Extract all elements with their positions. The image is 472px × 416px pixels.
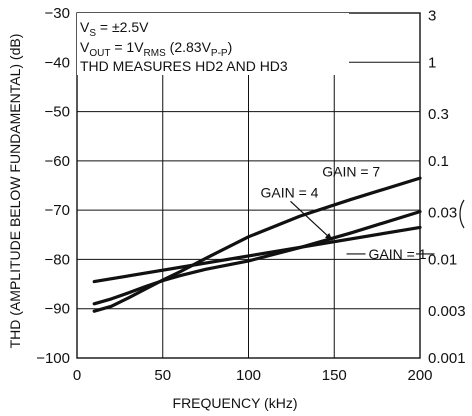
x-tick-label: 0 bbox=[73, 367, 81, 384]
x-tick-label: 200 bbox=[407, 367, 432, 384]
series-label: GAIN = 1 bbox=[369, 246, 427, 262]
y-tick-label: −50 bbox=[45, 104, 70, 121]
x-axis-label: FREQUENCY (kHz) bbox=[173, 395, 298, 411]
series-line bbox=[92, 210, 422, 306]
series-line bbox=[92, 225, 422, 284]
y2-tick-label: 0.1 bbox=[428, 153, 449, 170]
y2-tick-label: 3 bbox=[428, 7, 436, 24]
label-arrowhead bbox=[324, 233, 333, 241]
series-label: GAIN = 7 bbox=[322, 164, 380, 180]
condition-supply: VS = ±2.5V bbox=[80, 19, 149, 39]
series-layer bbox=[92, 176, 422, 313]
y-tick-label: −40 bbox=[45, 54, 70, 71]
condition-measurement: THD MEASURES HD2 AND HD3 bbox=[80, 58, 288, 74]
y2-tick-label: 1 bbox=[428, 54, 436, 71]
y-tick-label: −80 bbox=[45, 251, 70, 268]
y-tick-label: −70 bbox=[45, 202, 70, 219]
conditions-box-background bbox=[77, 13, 349, 75]
series-label: GAIN = 4 bbox=[261, 184, 319, 200]
condition-output: VOUT = 1VRMS (2.83VP-P) bbox=[80, 39, 232, 59]
y2-tick-label: 0.001 bbox=[428, 350, 466, 367]
y2-tick-label: 0.003 bbox=[428, 303, 466, 320]
y2-tick-label: 0.3 bbox=[428, 106, 449, 123]
label-leader bbox=[290, 200, 333, 241]
series-line bbox=[92, 176, 422, 313]
axis-ticks: 0 50 100 150 200 −100 −90 −80 −70 −60 −50 −40 −30 3 1 0… bbox=[36, 5, 465, 384]
x-tick-label: 150 bbox=[322, 367, 347, 384]
y-tick-label: −60 bbox=[45, 153, 70, 170]
right-axis-label-fragment bbox=[459, 199, 465, 229]
y-tick-label: −30 bbox=[45, 5, 70, 22]
x-tick-label: 50 bbox=[154, 367, 171, 384]
y2-tick-label: 0.01 bbox=[428, 251, 457, 268]
y-tick-label: −90 bbox=[45, 301, 70, 318]
conditions-box: VS = ±2.5V VOUT = 1VRMS (2.83VP-P) THD M… bbox=[77, 13, 349, 75]
y2-tick-label: 0.03 bbox=[428, 205, 457, 222]
x-tick-label: 100 bbox=[236, 367, 261, 384]
y-axis-label: THD (AMPLITUDE BELOW FUNDAMENTAL) (dB) bbox=[7, 34, 23, 349]
y-tick-label: −100 bbox=[36, 350, 70, 367]
